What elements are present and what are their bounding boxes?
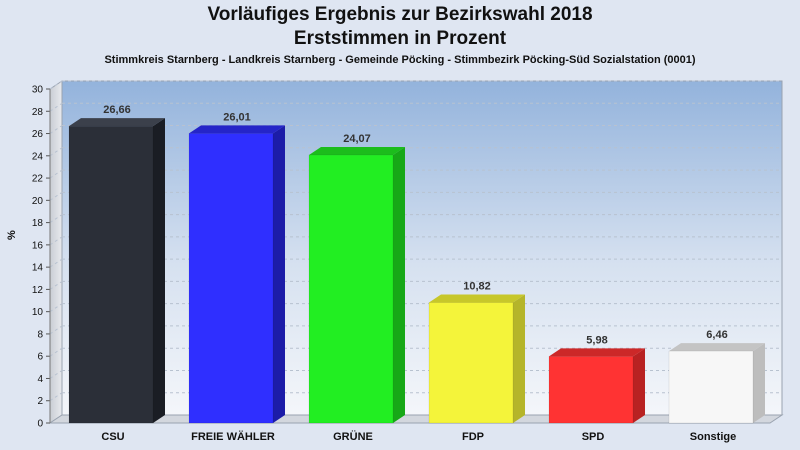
grid-line-side xyxy=(49,102,63,112)
grid-line-side xyxy=(49,147,63,157)
y-tick-label: 10 xyxy=(32,307,44,318)
y-tick-label: 30 xyxy=(32,85,44,96)
x-tick-label: GRÜNE xyxy=(333,430,373,443)
bar-value-label: 10,82 xyxy=(463,281,491,293)
y-tick-label: 16 xyxy=(32,240,44,251)
bar-value-label: 24,07 xyxy=(343,133,371,145)
grid-line-side xyxy=(49,303,63,313)
y-tick-label: 28 xyxy=(32,107,44,118)
bar-side xyxy=(753,343,765,423)
bar-top xyxy=(189,125,285,134)
bar-top xyxy=(429,294,525,303)
y-tick-label: 18 xyxy=(32,218,44,229)
y-tick-label: 26 xyxy=(32,129,44,140)
bar xyxy=(668,350,754,424)
bar xyxy=(188,133,274,424)
grid-line-side xyxy=(49,214,63,224)
bar-top xyxy=(549,348,645,357)
x-tick-label: Sonstige xyxy=(690,431,736,443)
grid-line-side xyxy=(49,392,63,402)
grid-line-side xyxy=(49,370,63,379)
x-tick-label: CSU xyxy=(101,431,124,443)
bar-top xyxy=(309,147,405,156)
grid-line-side xyxy=(49,258,63,268)
bar-top xyxy=(69,118,165,127)
grid-line-side xyxy=(49,169,63,179)
y-tick-label: 4 xyxy=(37,374,43,385)
y-tick-label: 12 xyxy=(32,285,44,296)
y-tick-label: 22 xyxy=(32,174,44,185)
bar-value-label: 26,66 xyxy=(103,104,131,116)
grid-line-side xyxy=(49,347,63,357)
bars: 26,66 26,01 24,07 10,82 5,98 6,46 xyxy=(68,104,765,424)
y-tick-label: 2 xyxy=(37,396,43,407)
bar-group: 6,46 xyxy=(668,329,765,424)
y-tick-label: 24 xyxy=(32,151,44,162)
bar xyxy=(548,356,634,424)
grid-lines xyxy=(49,80,782,402)
bar-side xyxy=(273,125,285,423)
grid-line-side xyxy=(49,280,63,290)
x-tick-label: FDP xyxy=(462,431,484,443)
chart-title: Vorläufiges Ergebnis zur Bezirkswahl 201… xyxy=(207,4,593,25)
bar-group: 24,07 xyxy=(308,133,405,424)
x-axis-labels: CSU FREIE WÄHLER GRÜNE FDP SPD Sonstige xyxy=(101,430,736,443)
bar-side xyxy=(393,147,405,423)
y-tick-label: 6 xyxy=(37,352,43,363)
y-tick-label: 20 xyxy=(32,196,44,207)
bar-value-label: 6,46 xyxy=(706,329,727,341)
grid-line-side xyxy=(49,125,63,134)
bar-group: 26,66 xyxy=(68,104,165,424)
y-tick-label: 14 xyxy=(32,263,44,274)
y-tick-label: 8 xyxy=(37,329,43,340)
y-tick-label: 0 xyxy=(37,419,43,430)
bar-side xyxy=(513,294,525,423)
x-tick-label: SPD xyxy=(582,431,605,443)
grid-line-side xyxy=(49,191,63,201)
chart-subtitle: Stimmkreis Starnberg - Landkreis Starnbe… xyxy=(104,54,696,66)
bar-side xyxy=(153,118,165,423)
bar-value-label: 26,01 xyxy=(223,111,251,123)
grid-line-side xyxy=(49,236,63,246)
x-tick-label: FREIE WÄHLER xyxy=(191,430,275,443)
bar-group: 26,01 xyxy=(188,111,285,424)
bar-value-label: 5,98 xyxy=(586,334,607,346)
grid-line-side xyxy=(49,80,63,90)
bar xyxy=(68,125,154,424)
bar xyxy=(308,154,394,424)
bar-group: 5,98 xyxy=(548,334,645,424)
bar-side xyxy=(633,348,645,423)
bar-group: 10,82 xyxy=(428,281,525,424)
grid-line-side xyxy=(49,325,63,335)
chart-title-secondary: Erststimmen in Prozent xyxy=(293,28,507,49)
back-wall xyxy=(61,80,783,416)
bar-top xyxy=(669,343,765,352)
bar xyxy=(428,302,514,424)
